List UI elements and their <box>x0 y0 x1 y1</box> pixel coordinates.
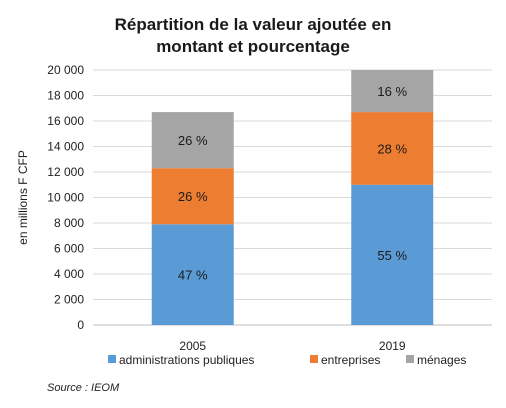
chart-title: Répartition de la valeur ajoutée en mont… <box>0 14 506 58</box>
y-tick-label: 18 000 <box>47 89 84 103</box>
y-axis-label: en millions F CFP <box>16 150 30 245</box>
data-label: 47 % <box>178 268 208 283</box>
y-tick-label: 2 000 <box>54 293 84 307</box>
bar-segment <box>151 224 234 325</box>
source-note: Source : IEOM <box>47 382 120 394</box>
legend-entry: entreprises <box>321 353 380 367</box>
data-label: 16 % <box>377 84 407 99</box>
data-label: 28 % <box>377 141 407 156</box>
legend-entry: administrations publiques <box>119 353 254 367</box>
chart-title-line-2: montant et pourcentage <box>156 37 350 56</box>
y-tick-label: 20 000 <box>47 63 84 77</box>
legend-entry: ménages <box>417 353 466 367</box>
x-tick-label: 2005 <box>179 339 206 353</box>
x-tick-label: 2019 <box>379 339 406 353</box>
y-tick-label: 0 <box>77 318 84 332</box>
bar-segment <box>351 112 434 185</box>
data-label: 55 % <box>377 248 407 263</box>
legend-swatch <box>406 355 414 363</box>
data-label: 26 % <box>178 189 208 204</box>
legend-swatch <box>310 355 318 363</box>
bar-segment <box>351 70 434 113</box>
y-tick-label: 6 000 <box>54 242 84 256</box>
bar-segment <box>151 112 234 169</box>
y-tick-label: 12 000 <box>47 165 84 179</box>
legend-swatch <box>108 355 116 363</box>
y-tick-label: 8 000 <box>54 216 84 230</box>
bar-segment <box>351 184 434 325</box>
y-tick-label: 10 000 <box>47 191 84 205</box>
data-label: 26 % <box>178 133 208 148</box>
y-tick-label: 4 000 <box>54 267 84 281</box>
chart-title-line-1: Répartition de la valeur ajoutée en <box>114 15 392 34</box>
bar-segment <box>151 168 234 225</box>
y-tick-label: 16 000 <box>47 114 84 128</box>
y-tick-label: 14 000 <box>47 140 84 154</box>
